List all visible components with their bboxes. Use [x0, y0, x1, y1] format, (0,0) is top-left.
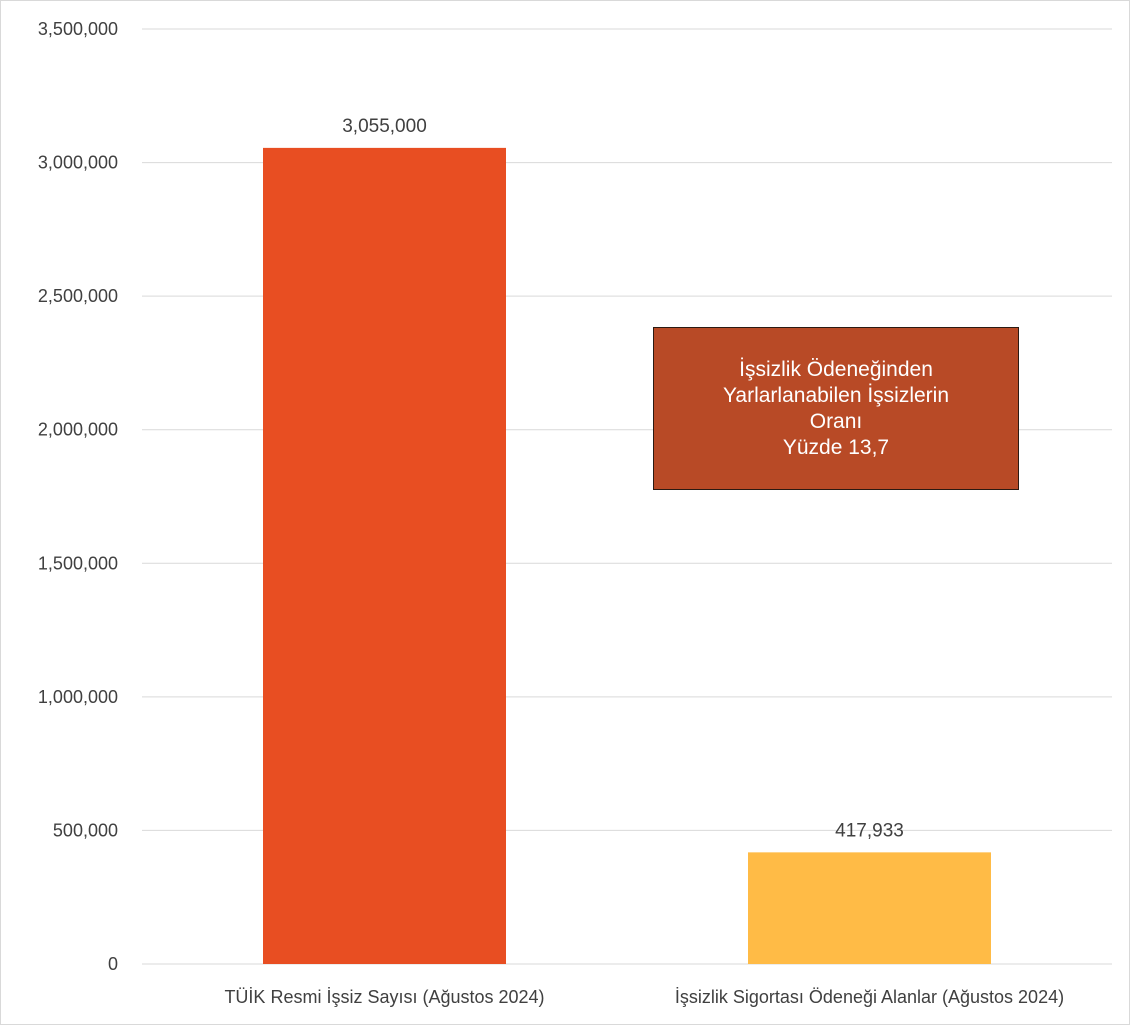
- y-tick-label: 0: [108, 954, 118, 974]
- annotation-line: İşsizlik Ödeneğinden: [739, 357, 933, 381]
- category-label: İşsizlik Sigortası Ödeneği Alanlar (Ağus…: [675, 987, 1064, 1007]
- annotation-callout: İşsizlik Ödeneğinden Yarlarlanabilen İşs…: [653, 327, 1019, 490]
- bar: [263, 147, 506, 965]
- annotation-line: Yüzde 13,7: [782, 435, 890, 459]
- y-tick-label: 500,000: [53, 820, 118, 840]
- y-tick-label: 3,000,000: [38, 153, 118, 173]
- category-labels: TÜİK Resmi İşsiz Sayısı (Ağustos 2024) İş…: [224, 987, 1064, 1007]
- y-axis-tick-labels: 0 500,000 1,000,000 1,500,000 2,000,000 2,500…: [38, 19, 118, 974]
- annotation-line: Yarlarlanabilen İşsizlerin: [722, 383, 950, 407]
- data-label: 3,055,000: [342, 116, 427, 137]
- data-label: 417,933: [835, 820, 904, 841]
- y-tick-label: 1,500,000: [38, 553, 118, 573]
- data-labels: 3,055,000 417,933: [342, 116, 904, 841]
- y-tick-label: 2,500,000: [38, 286, 118, 306]
- bars: [263, 147, 991, 965]
- y-tick-label: 1,000,000: [38, 687, 118, 707]
- annotation-line: Oranı: [809, 409, 863, 433]
- category-label: TÜİK Resmi İşsiz Sayısı (Ağustos 2024): [224, 987, 544, 1007]
- bar: [748, 852, 991, 964]
- y-tick-label: 2,000,000: [38, 420, 118, 440]
- y-tick-label: 3,500,000: [38, 19, 118, 39]
